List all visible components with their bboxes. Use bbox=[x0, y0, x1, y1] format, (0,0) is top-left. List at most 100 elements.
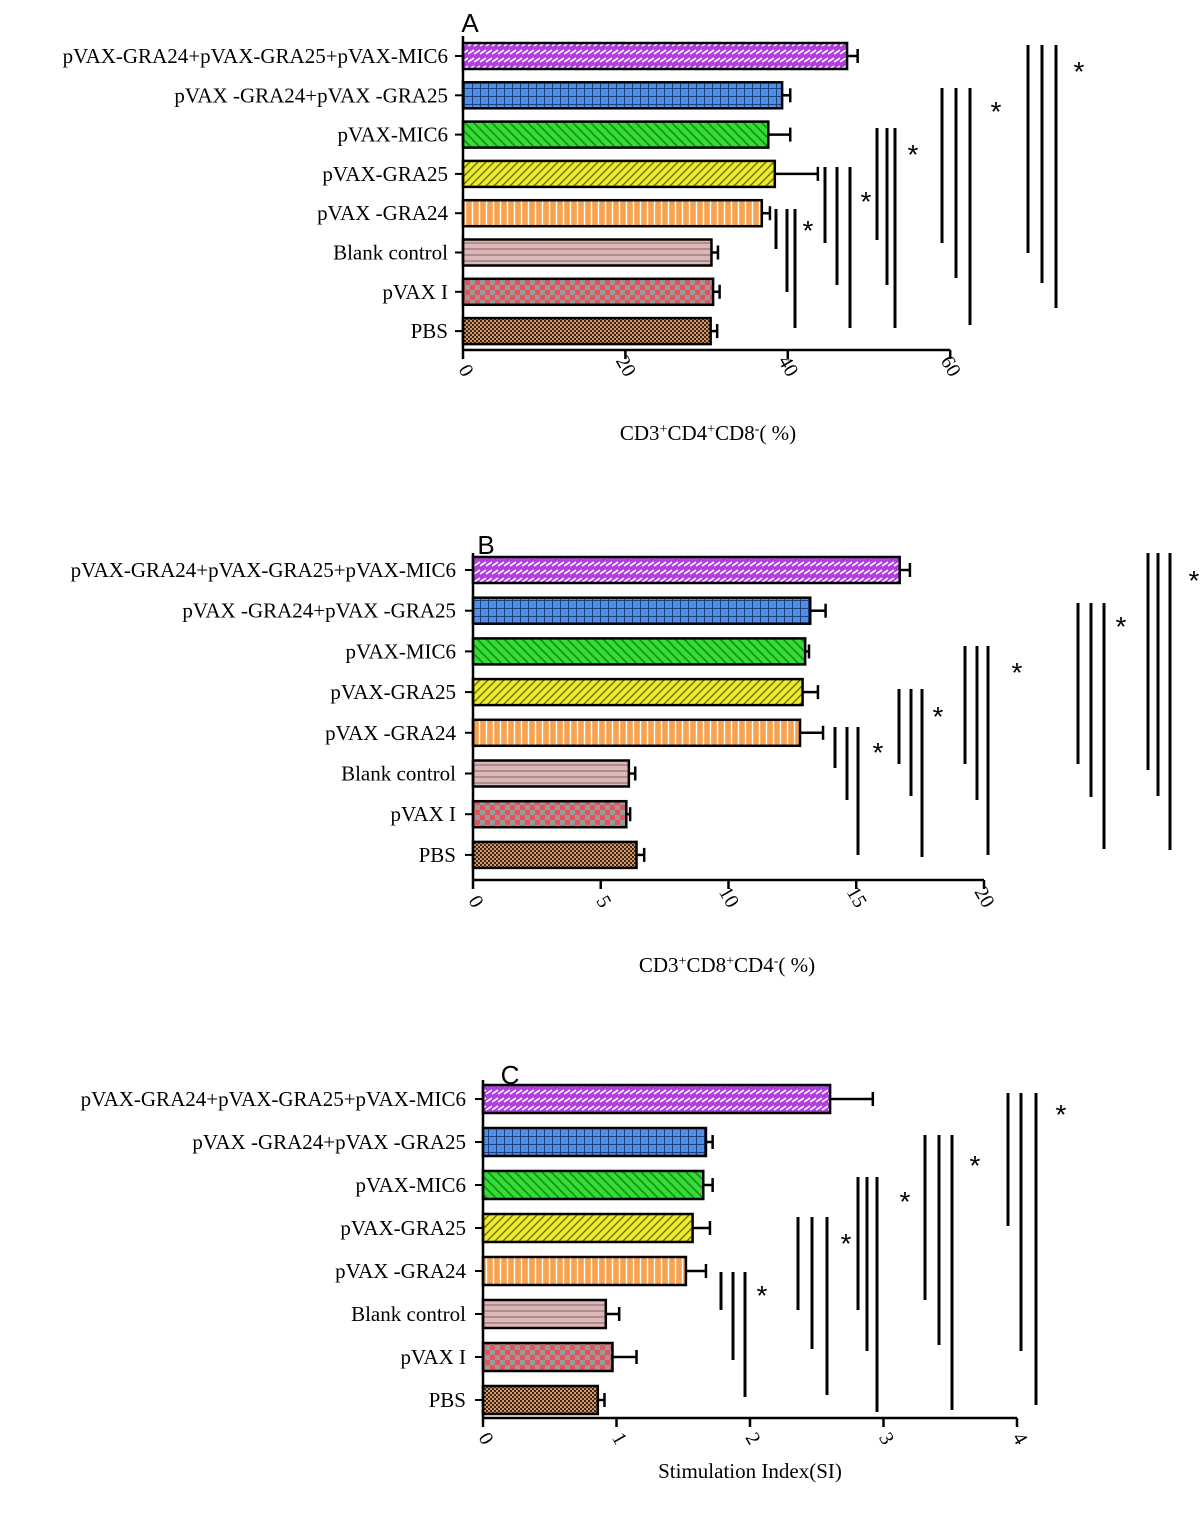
bar bbox=[461, 316, 712, 346]
significance-star: * bbox=[970, 1150, 981, 1181]
x-tick-label: 0 bbox=[474, 1429, 498, 1449]
significance-star: * bbox=[1189, 565, 1200, 596]
category-label: pVAX-MIC6 bbox=[338, 123, 448, 147]
category-label: pVAX -GRA24+pVAX -GRA25 bbox=[174, 83, 448, 107]
bar bbox=[481, 1341, 614, 1373]
x-tick-label: 20 bbox=[611, 352, 640, 380]
x-tick-label: 0 bbox=[464, 892, 488, 912]
bar bbox=[461, 81, 784, 110]
category-label: pVAX-GRA25 bbox=[340, 1216, 466, 1240]
significance-star: * bbox=[1012, 657, 1023, 688]
significance-star: * bbox=[900, 1186, 911, 1217]
category-label: PBS bbox=[429, 1388, 466, 1412]
category-label: pVAX -GRA24 bbox=[335, 1259, 466, 1283]
category-label: pVAX-GRA24+pVAX-GRA25+pVAX-MIC6 bbox=[81, 1087, 466, 1111]
category-label: pVAX -GRA24 bbox=[317, 201, 448, 225]
category-label: pVAX I bbox=[400, 1345, 466, 1369]
bar bbox=[461, 238, 713, 267]
bar bbox=[461, 198, 764, 228]
bar bbox=[471, 840, 638, 870]
x-tick-label: 10 bbox=[714, 883, 743, 911]
bar bbox=[461, 277, 715, 307]
panel-label: C bbox=[501, 1060, 520, 1090]
bar bbox=[471, 555, 901, 585]
x-tick-label: 0 bbox=[454, 361, 478, 381]
x-axis-title-part: ( %) bbox=[778, 953, 815, 977]
category-label: PBS bbox=[411, 319, 448, 343]
x-axis-title-part: + bbox=[660, 422, 668, 437]
bar bbox=[481, 1083, 832, 1115]
category-label: pVAX-GRA25 bbox=[330, 680, 456, 704]
bar bbox=[471, 718, 802, 748]
x-tick-label: 60 bbox=[936, 352, 965, 380]
category-label: pVAX -GRA24 bbox=[325, 721, 456, 745]
category-label: pVAX-MIC6 bbox=[346, 639, 456, 663]
x-axis-title-part: - bbox=[774, 954, 779, 969]
significance-star: * bbox=[991, 96, 1002, 127]
x-axis-title: Stimulation Index(SI) bbox=[658, 1459, 842, 1483]
x-axis-title-part: CD3 bbox=[639, 953, 679, 977]
bar bbox=[481, 1384, 600, 1416]
category-label: pVAX-GRA24+pVAX-GRA25+pVAX-MIC6 bbox=[71, 558, 456, 582]
x-axis-title-part: CD8 bbox=[686, 953, 726, 977]
category-label: PBS bbox=[419, 843, 456, 867]
x-tick-label: 15 bbox=[842, 883, 871, 911]
bar bbox=[471, 637, 807, 666]
category-label: pVAX I bbox=[390, 802, 456, 826]
category-label: pVAX I bbox=[382, 280, 448, 304]
x-axis-title-part: Stimulation Index(SI) bbox=[658, 1459, 842, 1483]
x-tick-label: 3 bbox=[874, 1429, 898, 1449]
x-axis-title-part: CD3 bbox=[620, 421, 660, 445]
x-axis-title-part: + bbox=[707, 422, 715, 437]
category-label: pVAX -GRA24+pVAX -GRA25 bbox=[192, 1130, 466, 1154]
bar bbox=[471, 596, 812, 625]
x-axis-title-part: CD4 bbox=[667, 421, 707, 445]
panel-label: B bbox=[477, 530, 494, 560]
significance-star: * bbox=[1116, 611, 1127, 642]
x-tick-label: 1 bbox=[607, 1429, 631, 1449]
significance-star: * bbox=[757, 1280, 768, 1311]
x-axis-title-part: - bbox=[755, 422, 760, 437]
panel-label: A bbox=[461, 8, 479, 38]
x-tick-label: 5 bbox=[591, 892, 615, 912]
bar bbox=[481, 1212, 694, 1244]
x-tick-label: 40 bbox=[773, 352, 802, 380]
bar bbox=[471, 759, 631, 788]
significance-star: * bbox=[873, 737, 884, 768]
significance-star: * bbox=[841, 1228, 852, 1259]
x-axis-title: CD3+CD4+CD8-( %) bbox=[620, 421, 796, 445]
category-label: pVAX-MIC6 bbox=[356, 1173, 466, 1197]
significance-star: * bbox=[861, 186, 872, 217]
bar bbox=[461, 41, 849, 71]
category-label: pVAX-GRA25 bbox=[322, 162, 448, 186]
bar bbox=[481, 1255, 688, 1287]
significance-star: * bbox=[803, 215, 814, 246]
x-axis-title-part: CD8 bbox=[715, 421, 755, 445]
significance-star: * bbox=[1074, 56, 1085, 87]
x-tick-label: 20 bbox=[970, 883, 999, 911]
category-label: pVAX -GRA24+pVAX -GRA25 bbox=[182, 599, 456, 623]
bar bbox=[461, 120, 770, 149]
category-label: pVAX-GRA24+pVAX-GRA25+pVAX-MIC6 bbox=[63, 44, 448, 68]
x-tick-label: 4 bbox=[1008, 1429, 1032, 1449]
category-label: Blank control bbox=[333, 241, 448, 265]
bar bbox=[471, 799, 628, 829]
category-label: Blank control bbox=[351, 1302, 466, 1326]
category-label: Blank control bbox=[341, 762, 456, 786]
bar bbox=[461, 159, 777, 189]
significance-star: * bbox=[933, 701, 944, 732]
x-axis-title-part: + bbox=[726, 954, 734, 969]
x-axis-title-part: CD4 bbox=[734, 953, 774, 977]
x-tick-label: 2 bbox=[741, 1429, 765, 1449]
significance-star: * bbox=[1056, 1099, 1067, 1130]
x-axis-title-part: ( %) bbox=[759, 421, 796, 445]
significance-star: * bbox=[908, 139, 919, 170]
bar bbox=[481, 1298, 608, 1330]
bar bbox=[471, 677, 804, 707]
bar bbox=[481, 1126, 708, 1158]
x-axis-title-part: + bbox=[679, 954, 687, 969]
